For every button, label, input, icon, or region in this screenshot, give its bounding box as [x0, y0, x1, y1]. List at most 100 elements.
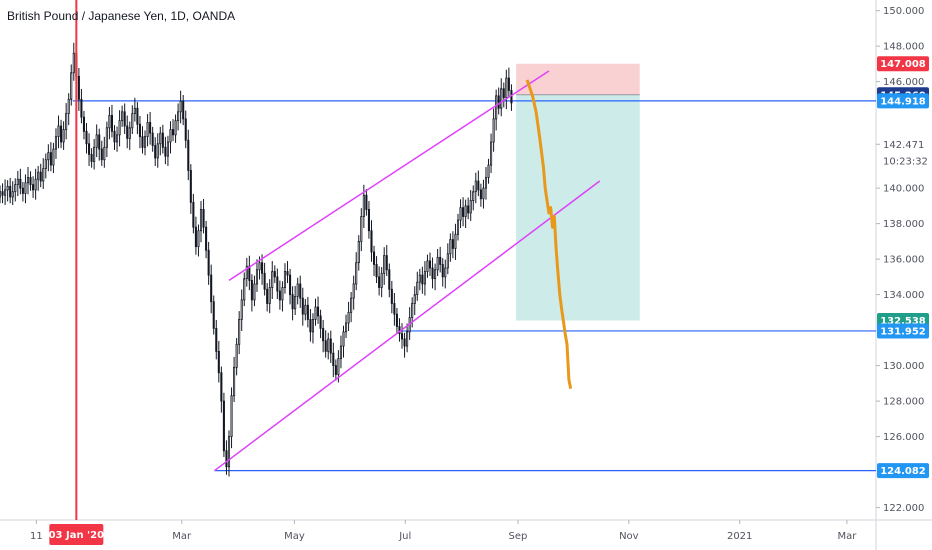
candle-body — [314, 306, 317, 320]
candle-body — [240, 299, 243, 320]
candle-body — [306, 304, 309, 320]
candle-body — [131, 113, 134, 129]
candle-body — [393, 303, 396, 315]
y-tick-label: 138.000 — [883, 219, 924, 230]
candle-body — [220, 372, 223, 402]
candle-body — [395, 313, 398, 327]
candle-body — [291, 294, 294, 310]
candle-body — [281, 287, 284, 301]
candle-body — [72, 52, 75, 74]
candle-body — [500, 88, 503, 109]
stop-loss-zone — [516, 63, 640, 95]
candle-body — [487, 164, 490, 178]
candle-body — [100, 148, 103, 161]
candle-body — [507, 77, 510, 91]
candle-body — [286, 271, 289, 276]
horizontal-levels — [72, 100, 876, 472]
candle-body — [215, 327, 218, 352]
candle-body — [103, 146, 106, 161]
candle-body — [421, 274, 424, 285]
candle-body — [398, 326, 401, 335]
candle-body — [205, 226, 208, 251]
price-axis[interactable]: 150.000 148.000 146.000 142.471 140.000 138.0… — [876, 6, 928, 514]
candle-body — [19, 178, 22, 189]
candle-body — [138, 123, 141, 138]
candle-body — [85, 130, 88, 145]
candle-body — [311, 319, 314, 333]
candle-body — [266, 288, 269, 304]
candle-body — [29, 177, 32, 185]
candle-body — [378, 276, 381, 288]
candle-body — [149, 122, 152, 134]
x-tick-label: 2021 — [727, 531, 752, 542]
candle-body — [428, 260, 432, 269]
candle-body — [490, 141, 493, 166]
y-tick-label: 126.000 — [883, 432, 924, 443]
candle-body — [289, 274, 292, 296]
time-axis[interactable]: 11 Mar May Jul Sep Nov 2021 Mar — [30, 520, 857, 542]
y-tick-label: 142.471 — [883, 140, 924, 151]
projection-path — [525, 79, 573, 389]
candle-body — [243, 278, 246, 301]
candle-body — [411, 303, 414, 319]
candle-body — [197, 230, 200, 248]
candle-body — [42, 168, 45, 182]
candle-body — [439, 256, 442, 265]
candle-body — [329, 338, 332, 354]
take-profit-zone — [516, 94, 640, 321]
candle-body — [352, 283, 355, 299]
candle-body — [309, 319, 312, 333]
candle-body — [380, 272, 383, 288]
x-tick-label: Nov — [619, 531, 639, 542]
candle-body — [171, 129, 175, 136]
candle-body — [54, 136, 58, 150]
candle-body — [21, 187, 24, 194]
candle-body — [156, 143, 159, 159]
candle-body — [80, 98, 83, 118]
candle-body — [118, 120, 121, 136]
candle-body — [347, 311, 350, 324]
candle-body — [141, 136, 144, 148]
candle-body — [258, 262, 261, 271]
candle-body — [62, 129, 65, 143]
candle-body — [1, 191, 4, 196]
y-tick-label: 122.000 — [883, 503, 924, 514]
candle-body — [4, 189, 7, 196]
y-tick-label: 136.000 — [883, 255, 924, 266]
candle-body — [505, 77, 508, 99]
price-badge-label: 144.918 — [880, 96, 926, 107]
candle-body — [479, 189, 482, 200]
y-tick-label: 148.000 — [883, 42, 924, 53]
candle-body — [385, 255, 388, 271]
candle-body — [179, 100, 182, 113]
candle-body — [143, 136, 147, 148]
candle-body — [459, 207, 462, 221]
candle-body — [146, 122, 149, 138]
candle-body — [451, 239, 454, 249]
candle-body — [304, 304, 307, 315]
candle-body — [199, 209, 203, 232]
candle-body — [233, 366, 236, 397]
candle-body — [159, 132, 162, 145]
x-tick-label: Jul — [398, 531, 411, 542]
candles — [0, 42, 513, 477]
candle-body — [362, 194, 365, 217]
candle-body — [121, 111, 124, 122]
candle-body — [502, 88, 505, 99]
candle-body — [105, 127, 108, 148]
candle-body — [469, 200, 472, 214]
candle-body — [90, 154, 93, 162]
price-badges: 03 Jan '20147.008145.260144.918132.53813… — [49, 56, 929, 545]
price-badge — [877, 56, 929, 72]
candle-body — [93, 146, 96, 162]
candle-body — [235, 343, 238, 368]
candle-body — [248, 265, 251, 281]
candle-body — [357, 240, 360, 264]
candle-body — [24, 182, 27, 194]
price-badge — [877, 323, 929, 339]
candle-body — [207, 249, 210, 276]
candle-body — [194, 226, 197, 248]
candle-body — [227, 436, 231, 468]
